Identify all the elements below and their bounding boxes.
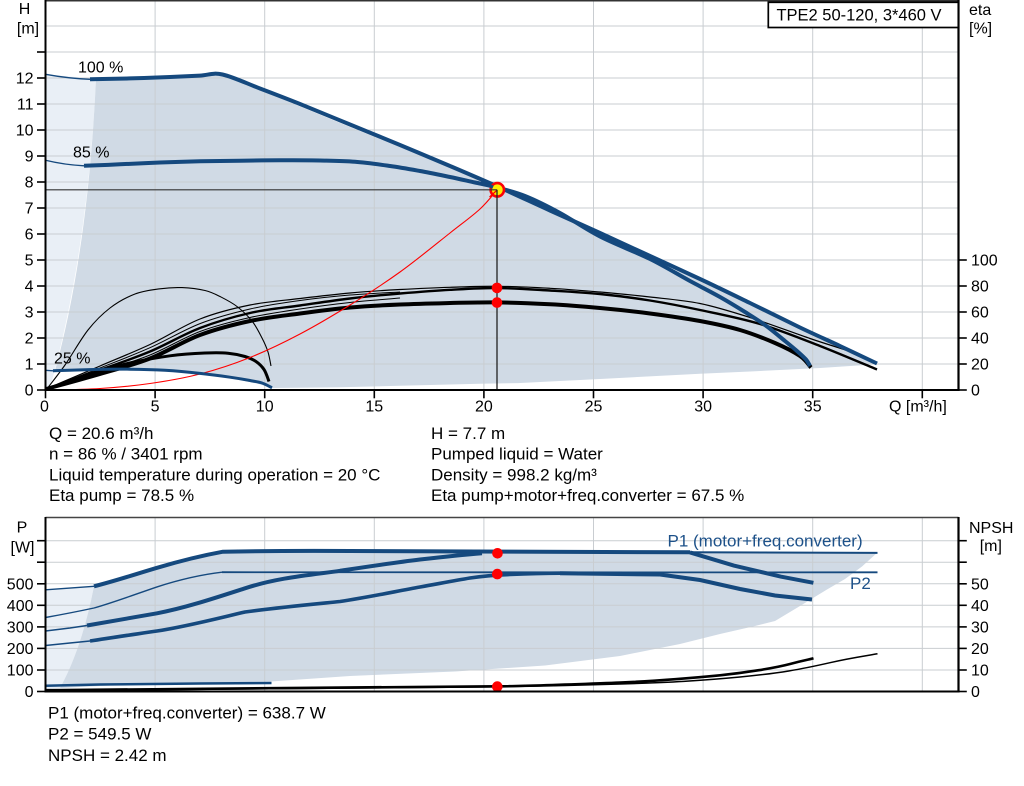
- svg-text:60: 60: [971, 305, 989, 322]
- svg-text:Q [m³/h]: Q [m³/h]: [889, 399, 947, 416]
- svg-text:12: 12: [16, 71, 34, 88]
- svg-text:15: 15: [365, 399, 383, 416]
- svg-text:Q = 20.6 m³/h: Q = 20.6 m³/h: [49, 424, 153, 443]
- svg-text:80: 80: [971, 279, 989, 296]
- svg-text:300: 300: [7, 619, 34, 636]
- svg-text:11: 11: [17, 97, 34, 114]
- svg-text:30: 30: [694, 399, 712, 416]
- svg-text:Density = 998.2 kg/m³: Density = 998.2 kg/m³: [431, 465, 597, 484]
- svg-text:P2 = 549.5 W: P2 = 549.5 W: [48, 725, 151, 744]
- svg-text:0: 0: [971, 383, 980, 400]
- svg-text:NPSH: NPSH: [969, 520, 1013, 537]
- svg-text:0: 0: [25, 684, 34, 701]
- svg-text:3: 3: [25, 305, 34, 322]
- svg-text:Eta pump = 78.5 %: Eta pump = 78.5 %: [49, 486, 194, 505]
- svg-text:40: 40: [971, 331, 989, 348]
- svg-text:H = 7.7 m: H = 7.7 m: [431, 424, 505, 443]
- svg-text:Eta pump+motor+freq.converter: Eta pump+motor+freq.converter = 67.5 %: [431, 486, 744, 505]
- svg-text:25: 25: [585, 399, 603, 416]
- svg-text:7: 7: [25, 201, 34, 218]
- svg-text:500: 500: [7, 576, 34, 593]
- svg-text:5: 5: [151, 399, 160, 416]
- svg-text:TPE2 50-120, 3*460 V: TPE2 50-120, 3*460 V: [776, 7, 941, 25]
- svg-text:10: 10: [256, 399, 274, 416]
- svg-text:9: 9: [25, 149, 34, 166]
- svg-text:100: 100: [7, 663, 34, 680]
- svg-text:25 %: 25 %: [54, 351, 90, 368]
- svg-text:P1 (motor+freq.converter): P1 (motor+freq.converter): [668, 532, 863, 551]
- svg-text:[W]: [W]: [11, 540, 35, 557]
- svg-text:0: 0: [40, 399, 49, 416]
- svg-text:eta: eta: [969, 2, 991, 19]
- svg-text:200: 200: [7, 641, 34, 658]
- svg-text:[%]: [%]: [969, 21, 992, 38]
- svg-text:8: 8: [25, 175, 34, 192]
- svg-text:6: 6: [25, 227, 34, 244]
- svg-text:P1 (motor+freq.converter) = 63: P1 (motor+freq.converter) = 638.7 W: [48, 704, 326, 723]
- svg-text:40: 40: [971, 598, 989, 615]
- svg-text:100 %: 100 %: [78, 60, 123, 77]
- svg-text:10: 10: [16, 123, 34, 140]
- svg-text:Liquid temperature during oper: Liquid temperature during operation = 20…: [49, 465, 380, 484]
- svg-text:Pumped liquid = Water: Pumped liquid = Water: [431, 445, 603, 464]
- svg-text:400: 400: [7, 598, 34, 615]
- svg-text:4: 4: [25, 279, 34, 296]
- svg-text:P: P: [17, 520, 28, 537]
- svg-text:0: 0: [25, 383, 34, 400]
- svg-text:35: 35: [804, 399, 822, 416]
- svg-text:[m]: [m]: [17, 21, 39, 38]
- svg-text:P2: P2: [850, 574, 871, 593]
- svg-text:NPSH = 2.42 m: NPSH = 2.42 m: [48, 746, 167, 765]
- svg-text:0: 0: [971, 684, 980, 701]
- svg-text:10: 10: [971, 663, 989, 680]
- svg-text:H: H: [19, 1, 31, 18]
- svg-text:5: 5: [25, 253, 34, 270]
- svg-text:n = 86 % / 3401 rpm: n = 86 % / 3401 rpm: [49, 445, 203, 464]
- svg-text:30: 30: [971, 619, 989, 636]
- svg-text:2: 2: [25, 331, 34, 348]
- svg-text:[m]: [m]: [980, 538, 1002, 555]
- svg-text:50: 50: [971, 576, 989, 593]
- svg-text:1: 1: [25, 357, 34, 374]
- svg-text:20: 20: [971, 357, 989, 374]
- svg-text:20: 20: [475, 399, 493, 416]
- svg-text:85 %: 85 %: [73, 145, 109, 162]
- svg-text:100: 100: [971, 253, 998, 270]
- svg-text:20: 20: [971, 641, 989, 658]
